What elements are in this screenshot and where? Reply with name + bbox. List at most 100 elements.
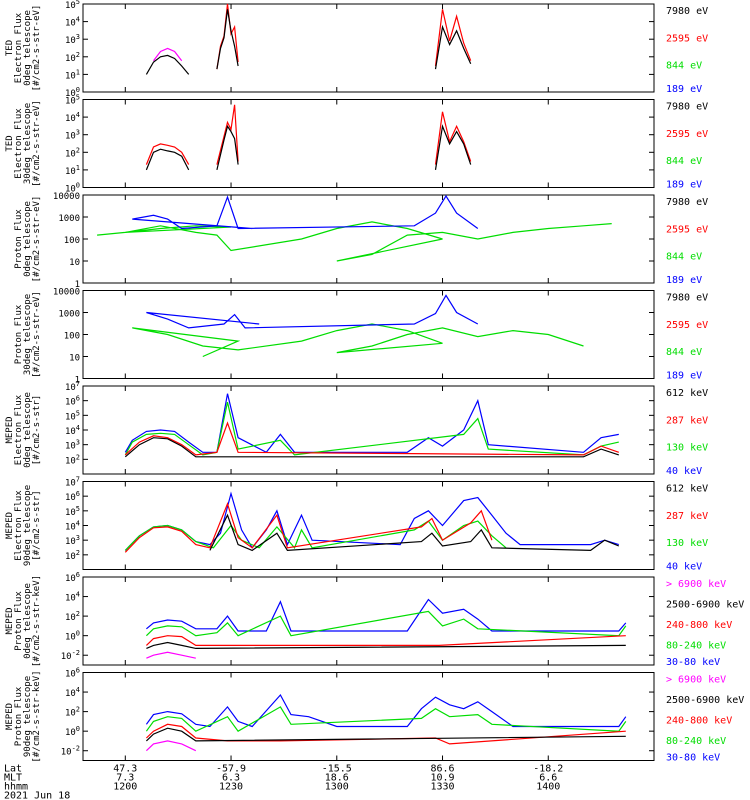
data-series-line [145, 148, 190, 171]
data-series-line [145, 723, 626, 745]
x-tick-label: 1230 [219, 782, 243, 793]
data-series-line [434, 111, 472, 165]
data-series-line [434, 124, 472, 170]
y-tick-label: 104 [65, 591, 80, 604]
legend-entry: > 6900 keV [666, 675, 726, 686]
legend-entry: 844 eV [666, 156, 702, 167]
y-axis-label: MEPED [5, 703, 15, 730]
legend-entry: 2595 eV [666, 224, 708, 235]
y-tick-label: 10-2 [61, 745, 80, 758]
y-axis-label: Electron Flux [14, 12, 24, 83]
data-series-line [146, 294, 479, 329]
x-tick-label: -15.5 [322, 764, 352, 775]
x-tick-label: 6.3 [222, 773, 240, 784]
y-tick-label: 105 [65, 94, 80, 107]
legend-entry: 612 keV [666, 388, 708, 399]
y-axis-label: 0deg telescope [23, 392, 33, 468]
y-axis-label: MEPED [5, 607, 15, 634]
data-series-line [434, 24, 472, 70]
legend-entry: 2500-6900 keV [666, 695, 744, 706]
data-series-line [216, 9, 239, 70]
data-series-line [145, 727, 626, 742]
y-tick-label: 106 [65, 395, 80, 408]
data-series-line [124, 421, 619, 456]
legend-entry: 287 keV [666, 415, 708, 426]
y-axis-label: Electron Flux [14, 108, 24, 179]
data-series-line [216, 3, 239, 70]
y-tick-label: 105 [65, 409, 80, 422]
y-tick-label: 105 [65, 0, 80, 11]
legend-entry: 7980 eV [666, 6, 708, 17]
legend-entry: 240-800 keV [666, 620, 732, 631]
y-tick-label: 107 [65, 380, 80, 393]
data-series-line [132, 194, 479, 230]
data-series-line [124, 401, 619, 456]
y-axis-label: [#/cm2-s-str-keV] [32, 575, 42, 667]
legend-entry: 80-240 keV [666, 736, 726, 747]
y-axis-label: [#/cm2-s-str-eV] [32, 291, 42, 378]
legend-entry: 7980 eV [666, 293, 708, 304]
data-series-line [124, 437, 619, 458]
y-tick-label: 104 [65, 424, 80, 437]
panel-frame [82, 385, 655, 475]
y-tick-label: 10-2 [61, 649, 80, 662]
y-axis-label: Electron Flux [14, 490, 24, 561]
x-tick-label: 10.9 [430, 773, 454, 784]
y-tick-label: 106 [65, 490, 80, 503]
y-axis-label: MEPED [5, 416, 15, 443]
legend-entry: 2595 eV [666, 129, 708, 140]
data-series-line [145, 143, 190, 165]
legend-entry: 30-80 keV [666, 753, 720, 764]
y-tick-label: 102 [65, 51, 80, 64]
x-tick-label: 86.6 [430, 764, 454, 775]
x-tick-label: 1330 [430, 782, 454, 793]
legend-entry: 130 keV [666, 538, 708, 549]
y-axis-label: Electron Flux [14, 394, 24, 465]
x-tick-label: -57.9 [216, 764, 246, 775]
y-tick-label: 104 [65, 16, 80, 29]
y-axis-label: MEPED [5, 512, 15, 539]
y-tick-label: 102 [65, 146, 80, 159]
panel-frame [82, 3, 655, 93]
data-series-line [124, 520, 507, 551]
data-series-line [145, 610, 627, 637]
y-tick-label: 100 [65, 182, 80, 195]
x-axis-row-name: Lat [4, 764, 22, 775]
data-series-line [132, 323, 584, 358]
x-tick-label: 47.3 [113, 764, 137, 775]
data-series-line [145, 693, 627, 728]
data-series-line [146, 598, 627, 632]
legend-entry: 40 keV [666, 562, 702, 573]
data-series-line [145, 706, 627, 732]
y-tick-label: 10000 [53, 192, 80, 202]
legend-entry: > 6900 keV [666, 579, 726, 590]
x-tick-label: 1300 [325, 782, 349, 793]
y-tick-label: 104 [65, 686, 80, 699]
legend-entry: 2595 eV [666, 33, 708, 44]
y-tick-label: 1000 [58, 214, 80, 224]
y-tick-label: 10000 [53, 288, 80, 298]
y-tick-label: 100 [64, 332, 80, 342]
y-axis-label: 0deg telescope [23, 10, 33, 86]
legend-entry: 7980 eV [666, 197, 708, 208]
x-axis-row-name: MLT [4, 773, 22, 784]
x-tick-label: 1200 [113, 782, 137, 793]
y-tick-label: 101 [65, 164, 80, 177]
y-tick-label: 100 [65, 630, 80, 643]
legend-entry: 7980 eV [666, 102, 708, 113]
legend-entry: 2595 eV [666, 320, 708, 331]
y-axis-label: [#/cm2-s-str] [32, 395, 42, 465]
y-axis-label: 90deg telescope [23, 676, 33, 757]
legend-entry: 287 keV [666, 511, 708, 522]
y-axis-label: Proton Flux [14, 686, 24, 746]
y-tick-label: 1 [75, 376, 80, 386]
y-axis-label: TED [5, 135, 15, 151]
y-tick-label: 102 [65, 706, 80, 719]
data-series-line [124, 491, 619, 551]
legend-entry: 844 eV [666, 252, 702, 263]
x-tick-label: -18.2 [533, 764, 563, 775]
y-tick-label: 103 [65, 439, 80, 452]
y-axis-label: 30deg telescope [23, 294, 33, 375]
y-axis-label: TED [5, 40, 15, 56]
legend-entry: 240-800 keV [666, 716, 732, 727]
